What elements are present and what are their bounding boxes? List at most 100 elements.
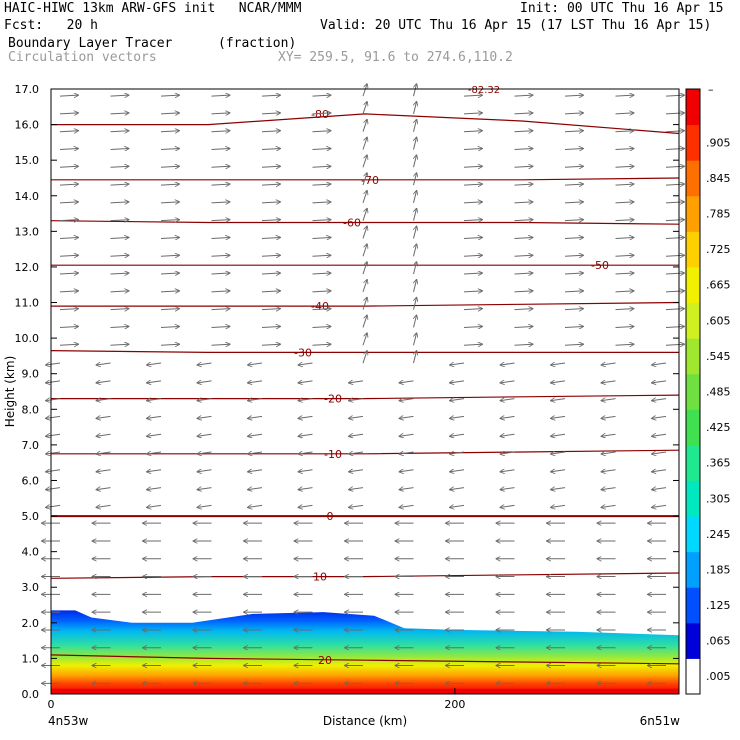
- circulation-vector: [665, 309, 684, 310]
- circulation-vector: [400, 434, 414, 436]
- contour-label: -70: [361, 174, 379, 187]
- circulation-vector: [564, 344, 583, 345]
- x-axis-title: Distance (km): [323, 714, 407, 728]
- circulation-vector: [211, 255, 230, 256]
- circulation-vector: [110, 237, 129, 238]
- field-name: Boundary Layer Tracer: [8, 36, 173, 51]
- circulation-vector: [665, 113, 684, 114]
- circulation-vector: [665, 220, 684, 221]
- circulation-vector: [514, 309, 533, 310]
- circulation-vector: [198, 434, 212, 436]
- y-tick-label: 7.0: [22, 439, 40, 452]
- circulation-vector: [514, 255, 533, 256]
- colorbar-swatch: [686, 160, 700, 197]
- circulation-vector: [248, 434, 263, 436]
- circulation-vector: [147, 416, 162, 418]
- circulation-vector: [312, 220, 331, 221]
- circulation-vector: [551, 452, 566, 454]
- circulation-vector: [97, 434, 111, 436]
- circulation-vector: [463, 131, 482, 132]
- colorbar-label: .365: [706, 457, 731, 470]
- colorbar-swatch: [686, 516, 700, 553]
- circulation-vector: [615, 291, 634, 292]
- circulation-vector: [615, 220, 634, 221]
- circulation-vector: [261, 309, 280, 310]
- circulation-vector: [362, 173, 367, 186]
- circulation-vector: [450, 505, 465, 507]
- colorbar-swatch: [686, 409, 700, 446]
- circulation-vector: [248, 470, 263, 472]
- circulation-vector: [362, 298, 367, 310]
- circulation-vector: [450, 399, 465, 401]
- circulation-vector: [463, 113, 482, 114]
- circulation-vector: [97, 381, 111, 383]
- circulation-vector: [551, 488, 566, 490]
- circulation-vector: [160, 166, 179, 167]
- circulation-vector: [46, 488, 61, 490]
- circulation-vector: [652, 399, 667, 401]
- circulation-vector: [299, 416, 313, 418]
- circulation-vector: [261, 237, 280, 238]
- circulation-vector: [362, 84, 367, 97]
- circulation-vector: [400, 452, 414, 454]
- circulation-vector: [312, 326, 331, 327]
- circulation-vector: [59, 309, 78, 310]
- y-tick-label: 15.0: [15, 154, 40, 167]
- colorbar-swatch: [686, 373, 700, 410]
- circulation-vector: [413, 280, 417, 292]
- circulation-vector: [147, 488, 162, 490]
- circulation-vector: [665, 326, 684, 327]
- circulation-vector: [652, 470, 667, 472]
- circulation-vector: [551, 416, 566, 418]
- contour-label: -40: [311, 300, 329, 313]
- circulation-vector: [514, 95, 533, 96]
- circulation-vector: [362, 262, 367, 275]
- circulation-vector: [551, 470, 566, 472]
- circulation-vector: [46, 470, 61, 472]
- circulation-vector: [46, 505, 61, 507]
- circulation-vector: [551, 381, 566, 383]
- circulation-vector: [97, 470, 111, 472]
- circulation-vector: [362, 155, 367, 168]
- circulation-vector: [198, 470, 212, 472]
- circulation-vector: [463, 326, 482, 327]
- circulation-vector: [312, 202, 331, 203]
- circulation-vector: [110, 131, 129, 132]
- contour-line: [51, 301, 680, 307]
- circulation-vector: [450, 416, 465, 418]
- circulation-vector: [46, 416, 61, 418]
- circulation-vector: [652, 363, 667, 365]
- circulation-vector: [261, 273, 280, 274]
- circulation-vector: [514, 166, 533, 167]
- circulation-vector: [312, 291, 331, 292]
- circulation-vector: [299, 363, 313, 365]
- circulation-vector: [400, 488, 414, 490]
- contour-label: -80: [311, 108, 329, 121]
- circulation-vector: [463, 95, 482, 96]
- circulation-vector: [564, 149, 583, 150]
- circulation-vector: [261, 131, 280, 132]
- circulation-vector: [501, 505, 515, 507]
- circulation-vector: [312, 131, 331, 132]
- circulation-vector: [312, 237, 331, 238]
- circulation-vector: [211, 309, 230, 310]
- circulation-vector: [59, 184, 78, 185]
- circulation-vector: [299, 399, 313, 401]
- circulation-vector: [413, 155, 417, 168]
- circulation-vector: [97, 416, 111, 418]
- circulation-vector: [501, 416, 515, 418]
- circulation-vector: [110, 184, 129, 185]
- circulation-vector: [147, 363, 162, 365]
- circulation-vector: [450, 381, 465, 383]
- circulation-vector: [110, 309, 129, 310]
- circulation-vector: [463, 309, 482, 310]
- x-tick-label: 0: [48, 698, 55, 711]
- circulation-vector: [514, 113, 533, 114]
- contour-label: 20: [318, 654, 332, 667]
- circulation-vector: [59, 149, 78, 150]
- circulation-vector: [312, 255, 331, 256]
- circulation-vector: [615, 113, 634, 114]
- circulation-vector: [312, 113, 331, 114]
- circulation-vector: [198, 452, 212, 454]
- circulation-vector: [110, 149, 129, 150]
